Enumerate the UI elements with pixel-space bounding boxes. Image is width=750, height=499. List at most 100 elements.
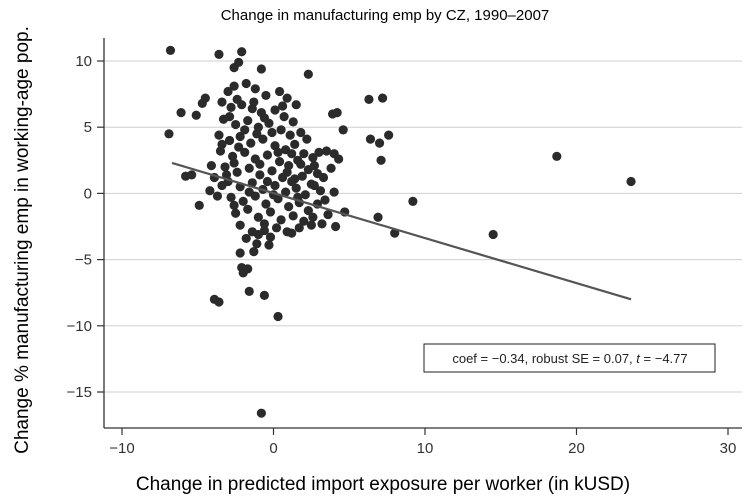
data-point	[264, 240, 274, 250]
data-point	[373, 212, 383, 222]
data-point	[276, 125, 286, 135]
y-tick-label: −10	[67, 318, 92, 335]
y-tick-label: −15	[67, 384, 92, 401]
data-point	[291, 100, 301, 110]
data-point	[206, 160, 216, 171]
data-point	[308, 212, 318, 222]
data-point	[267, 127, 277, 138]
data-point	[265, 207, 276, 217]
data-point	[212, 191, 223, 201]
data-point	[224, 112, 235, 122]
data-point	[255, 159, 265, 169]
data-point	[320, 195, 330, 205]
data-point	[244, 187, 254, 197]
data-point	[221, 170, 232, 180]
data-point	[249, 247, 259, 257]
data-point	[302, 134, 312, 144]
data-point	[232, 167, 242, 177]
data-point	[315, 186, 326, 196]
data-point	[214, 297, 224, 307]
data-point	[331, 221, 341, 232]
data-point	[376, 155, 386, 165]
data-point	[224, 135, 235, 146]
data-point	[253, 229, 263, 240]
data-point	[256, 408, 266, 418]
data-point	[290, 139, 300, 150]
data-point	[287, 228, 297, 238]
data-point	[240, 125, 250, 135]
data-point	[261, 199, 271, 209]
data-point	[326, 163, 336, 173]
data-point	[300, 190, 310, 200]
data-point	[285, 130, 295, 140]
data-point	[274, 86, 285, 97]
data-point	[232, 94, 242, 104]
data-point	[303, 206, 313, 216]
data-point	[374, 138, 385, 148]
data-point	[223, 86, 233, 97]
data-point	[165, 45, 176, 56]
data-point	[238, 268, 248, 278]
data-point	[240, 147, 250, 157]
annotation-text: coef = −0.34, robust SE = 0.07, t = −4.7…	[452, 351, 687, 366]
data-point	[384, 130, 394, 140]
data-point	[309, 160, 320, 171]
data-point	[377, 93, 388, 103]
data-point	[220, 162, 230, 172]
data-point	[365, 134, 376, 144]
data-point	[229, 81, 239, 91]
data-point	[243, 115, 253, 126]
data-point	[329, 149, 339, 159]
data-point	[267, 166, 277, 176]
data-point	[261, 90, 271, 101]
data-point	[241, 78, 251, 89]
data-point	[552, 151, 562, 161]
data-point	[274, 157, 285, 167]
data-point	[265, 232, 276, 242]
data-point	[250, 84, 260, 94]
data-point	[314, 147, 324, 157]
data-point	[234, 142, 244, 152]
annotation-box	[423, 343, 716, 373]
data-point	[234, 57, 244, 67]
y-tick-label: 0	[84, 185, 92, 202]
data-point	[408, 196, 418, 206]
data-point	[258, 134, 268, 144]
data-point	[253, 212, 263, 222]
data-point	[297, 171, 307, 181]
data-point	[329, 187, 339, 197]
data-point	[252, 129, 262, 139]
data-point	[243, 204, 253, 214]
data-point	[244, 286, 254, 296]
data-point	[288, 211, 298, 221]
data-point	[273, 311, 283, 322]
data-point	[235, 248, 245, 258]
annotation-suffix: = −4.77	[644, 351, 688, 366]
data-point	[287, 149, 297, 159]
data-point	[229, 200, 239, 210]
data-point	[249, 97, 259, 107]
data-point	[231, 119, 241, 130]
data-point	[214, 49, 224, 59]
data-point	[364, 94, 374, 104]
data-point	[259, 219, 270, 229]
data-point	[312, 168, 323, 179]
data-point	[246, 138, 256, 148]
data-point	[217, 139, 227, 150]
data-point	[282, 167, 292, 177]
data-point	[299, 149, 309, 159]
data-point	[279, 112, 289, 122]
data-point	[277, 101, 288, 111]
data-point	[284, 202, 294, 212]
data-point	[197, 98, 207, 108]
fit-line	[171, 161, 632, 301]
data-point	[235, 220, 245, 230]
data-point	[308, 153, 318, 163]
data-point	[303, 69, 313, 79]
data-point	[164, 129, 174, 139]
y-axis-label: Change % manufacturing emp in working-ag…	[12, 26, 33, 454]
data-point	[296, 127, 306, 138]
y-tick-label: 10	[75, 53, 92, 70]
chart-title: Change in manufacturing emp by CZ, 1990–…	[221, 7, 550, 24]
data-point	[262, 150, 273, 160]
